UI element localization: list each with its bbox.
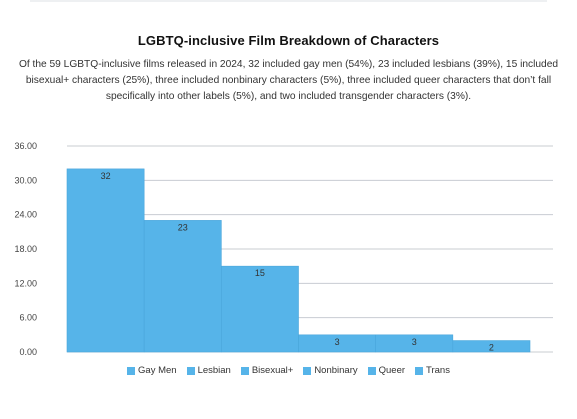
legend-label: Trans (426, 365, 450, 376)
legend-item[interactable]: Lesbian (186, 365, 231, 376)
legend-swatch (303, 366, 312, 375)
legend-label: Nonbinary (314, 365, 358, 376)
y-tick-label: 0.00 (19, 347, 37, 357)
bar-gay-men[interactable] (66, 168, 145, 353)
legend-swatch (127, 366, 136, 375)
legend-item[interactable]: Gay Men (127, 365, 177, 376)
legend-label: Queer (378, 365, 406, 376)
chart-title: LGBTQ-inclusive Film Breakdown of Charac… (137, 33, 440, 48)
chart-legend: Gay Men Lesbian Bisexual+ Nonbinary Queer Tra… (0, 365, 577, 376)
card-top-divider (30, 0, 547, 2)
legend-swatch (240, 366, 249, 375)
bar-lesbian[interactable] (143, 220, 222, 353)
legend-item[interactable]: Queer (367, 365, 406, 376)
legend-swatch (186, 366, 195, 375)
y-tick-label: 18.00 (14, 244, 37, 254)
legend-label: Lesbian (197, 365, 231, 376)
legend-label: Bisexual+ (251, 365, 294, 376)
legend-swatch (367, 366, 376, 375)
bar-data-label: 2 (489, 343, 494, 353)
bar-data-label: 32 (101, 171, 111, 181)
bar-trans[interactable] (452, 340, 531, 353)
bar-data-label: 3 (335, 337, 340, 347)
y-tick-label: 6.00 (19, 313, 37, 323)
legend-item[interactable]: Trans (415, 365, 450, 376)
legend-swatch (415, 366, 424, 375)
bar-bisexual[interactable] (221, 265, 299, 353)
y-tick-label: 36.00 (14, 141, 37, 151)
chart-description: Of the 59 LGBTQ-inclusive films released… (18, 59, 559, 102)
y-tick-label: 12.00 (14, 278, 37, 288)
legend-label: Gay Men (138, 365, 177, 376)
y-tick-label: 24.00 (14, 210, 37, 220)
legend-item[interactable]: Nonbinary (303, 365, 358, 376)
legend-item[interactable]: Bisexual+ (240, 365, 294, 376)
bar-data-label: 3 (412, 337, 417, 347)
y-tick-label: 30.00 (14, 175, 37, 185)
bar-data-label: 15 (255, 268, 265, 278)
bar-data-label: 23 (178, 222, 188, 232)
